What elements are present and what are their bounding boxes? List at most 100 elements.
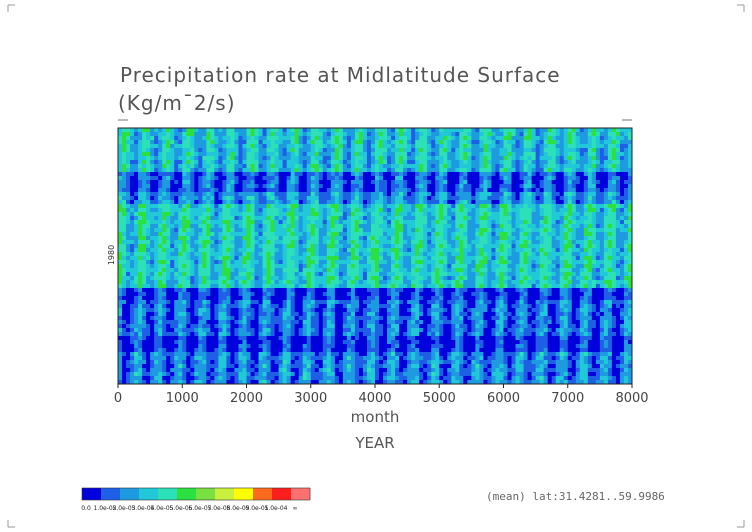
heatmap-cell <box>282 136 288 141</box>
heatmap-cell <box>495 252 500 257</box>
heatmap-cell <box>623 264 629 269</box>
heatmap-cell <box>603 172 609 177</box>
heatmap-cell <box>447 204 452 209</box>
heatmap-cell <box>627 216 633 221</box>
heatmap-cell <box>519 272 524 277</box>
heatmap-cell <box>306 212 312 217</box>
heatmap-cell <box>306 248 312 253</box>
heatmap-cell <box>495 172 500 177</box>
heatmap-cell <box>246 248 251 253</box>
heatmap-cell <box>527 184 533 189</box>
heatmap-cell <box>399 152 404 157</box>
heatmap-cell <box>407 184 412 189</box>
heatmap-cell <box>391 128 396 133</box>
heatmap-cell <box>615 216 621 221</box>
heatmap-cell <box>330 200 336 205</box>
heatmap-cell <box>222 204 227 209</box>
heatmap-cell <box>198 136 203 141</box>
heatmap-cell <box>350 232 356 237</box>
heatmap-cell <box>130 240 135 245</box>
heatmap-cell <box>391 272 396 277</box>
heatmap-cell <box>499 160 504 165</box>
heatmap-cell <box>571 164 577 169</box>
heatmap-cell <box>595 224 601 229</box>
heatmap-cell <box>370 136 376 141</box>
heatmap-cell <box>427 144 432 149</box>
heatmap-cell <box>306 132 312 137</box>
heatmap-cell <box>519 156 524 161</box>
heatmap-cell <box>370 244 376 249</box>
heatmap-cell <box>567 208 573 213</box>
heatmap-cell <box>130 136 135 141</box>
heatmap-cell <box>178 280 183 285</box>
heatmap-cell <box>623 268 629 273</box>
heatmap-cell <box>182 152 187 157</box>
heatmap-cell <box>190 216 195 221</box>
heatmap-cell <box>190 232 195 237</box>
heatmap-cell <box>186 140 191 145</box>
heatmap-cell <box>491 252 496 257</box>
heatmap-cell <box>274 200 280 205</box>
heatmap-cell <box>623 248 629 253</box>
heatmap-cell <box>226 144 231 149</box>
heatmap-cell <box>290 256 296 261</box>
heatmap-cell <box>463 196 468 201</box>
heatmap-cell <box>146 204 151 209</box>
heatmap-cell <box>290 232 296 237</box>
heatmap-cell <box>226 256 231 261</box>
heatmap-cell <box>615 168 621 173</box>
heatmap-cell <box>302 244 308 249</box>
heatmap-cell <box>170 268 175 273</box>
heatmap-cell <box>439 200 444 205</box>
heatmap-cell <box>599 256 605 261</box>
heatmap-cell <box>310 212 316 217</box>
heatmap-cell <box>358 204 364 209</box>
heatmap-cell <box>218 128 223 133</box>
heatmap-cell <box>274 256 280 261</box>
heatmap-cell <box>607 184 613 189</box>
heatmap-cell <box>451 240 456 245</box>
heatmap-cell <box>447 140 452 145</box>
heatmap-cell <box>567 196 573 201</box>
heatmap-cell <box>595 236 601 241</box>
heatmap-cell <box>503 244 508 249</box>
heatmap-cell <box>162 208 167 213</box>
heatmap-cell <box>362 152 368 157</box>
heatmap-cell <box>338 184 344 189</box>
heatmap-cell <box>282 204 288 209</box>
heatmap-cell <box>266 240 271 245</box>
heatmap-cell <box>214 232 219 237</box>
heatmap-cell <box>443 192 448 197</box>
heatmap-cell <box>138 200 143 205</box>
heatmap-cell <box>266 164 271 169</box>
heatmap-cell <box>158 176 163 181</box>
heatmap-cell <box>411 264 416 269</box>
heatmap-cell <box>282 212 288 217</box>
heatmap-cell <box>507 256 512 261</box>
heatmap-cell <box>282 172 288 177</box>
heatmap-cell <box>322 232 328 237</box>
heatmap-cell <box>262 244 267 249</box>
heatmap-cell <box>479 224 484 229</box>
heatmap-cell <box>222 264 227 269</box>
heatmap-cell <box>455 200 460 205</box>
heatmap-cell <box>138 156 143 161</box>
heatmap-cell <box>563 128 569 133</box>
heatmap-cell <box>583 200 589 205</box>
heatmap-cell <box>146 144 151 149</box>
heatmap-cell <box>226 276 231 281</box>
heatmap-cell <box>507 220 512 225</box>
heatmap-cell <box>322 236 328 241</box>
heatmap-cell <box>182 160 187 165</box>
heatmap-cell <box>523 200 528 205</box>
heatmap-cell <box>515 212 520 217</box>
heatmap-cell <box>447 240 452 245</box>
heatmap-cell <box>274 248 280 253</box>
heatmap-cell <box>366 240 372 245</box>
heatmap-cell <box>491 276 496 281</box>
heatmap-cell <box>559 240 565 245</box>
heatmap-cell <box>350 256 356 261</box>
heatmap-cell <box>435 276 440 281</box>
heatmap-cell <box>603 152 609 157</box>
heatmap-cell <box>567 180 573 185</box>
